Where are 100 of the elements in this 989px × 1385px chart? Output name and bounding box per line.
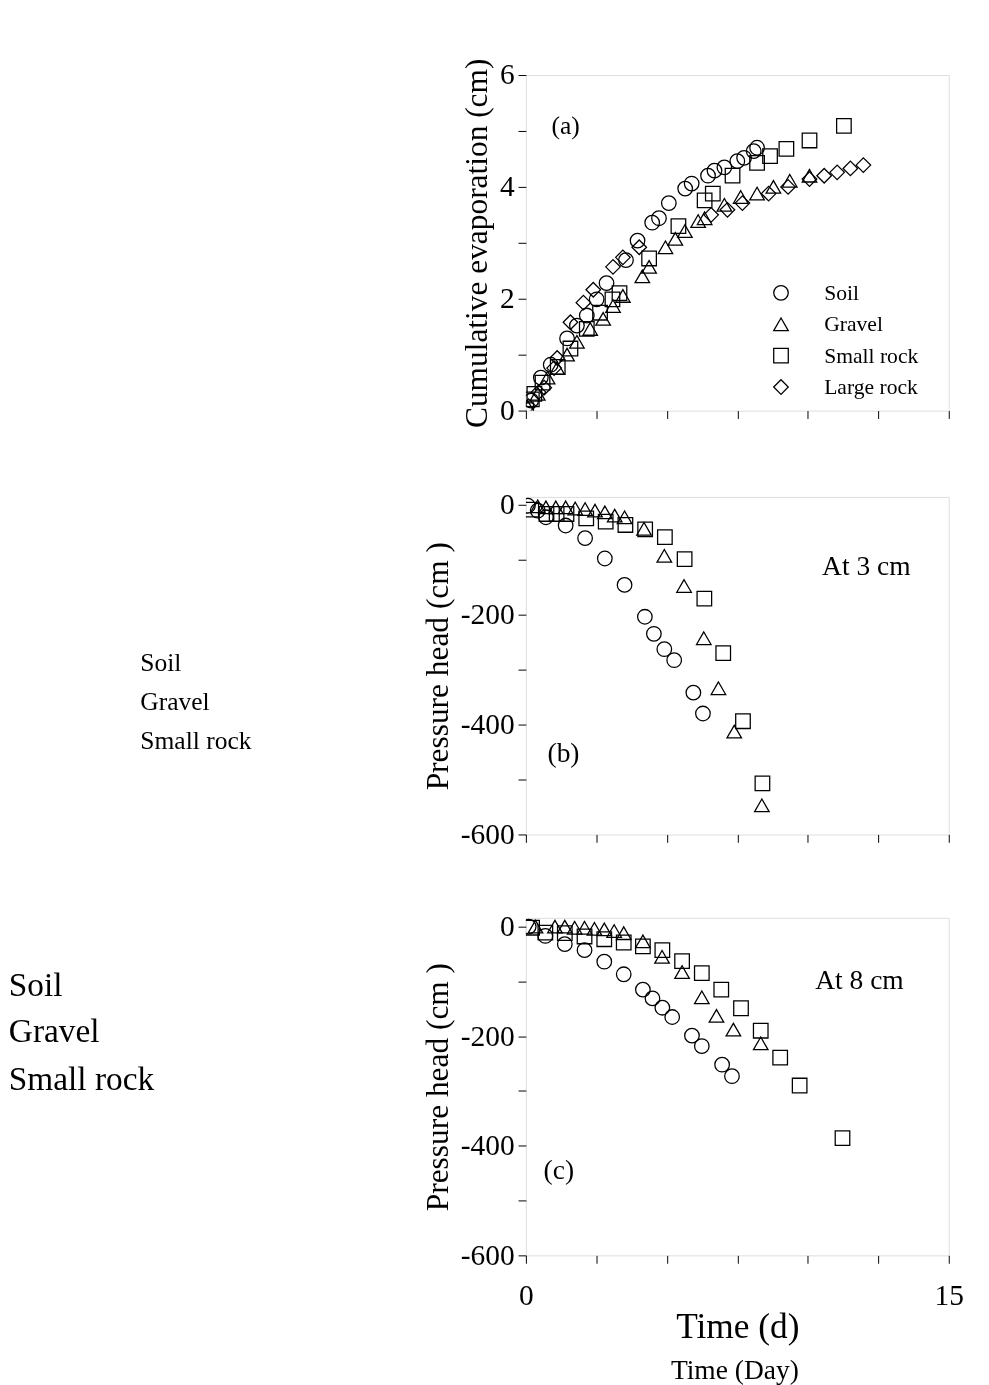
point — [704, 185, 721, 202]
point — [534, 374, 551, 391]
point — [585, 281, 602, 298]
point — [562, 314, 579, 331]
point — [710, 681, 727, 696]
point — [617, 517, 634, 533]
point — [651, 210, 667, 227]
point — [631, 239, 648, 256]
point — [578, 307, 595, 324]
point — [547, 919, 563, 934]
text: Gravel — [140, 686, 210, 716]
point — [549, 350, 566, 366]
x-axis-title: Time (d) — [676, 1307, 800, 1347]
point — [586, 921, 603, 936]
point — [537, 924, 554, 941]
point — [676, 551, 693, 567]
point — [576, 920, 593, 935]
point — [753, 798, 770, 813]
point — [577, 530, 594, 547]
point — [537, 928, 554, 944]
y-tick-label: -200 — [460, 597, 515, 630]
point — [695, 631, 712, 646]
point — [595, 311, 612, 326]
point — [752, 1036, 769, 1051]
point — [618, 252, 634, 269]
point — [606, 508, 623, 523]
legend-label: Large rock — [824, 374, 919, 399]
point — [615, 926, 632, 941]
point — [539, 370, 556, 385]
point — [558, 506, 575, 522]
point — [645, 625, 662, 642]
point — [592, 304, 608, 321]
point — [724, 1068, 740, 1085]
point — [656, 548, 673, 563]
point — [611, 285, 628, 302]
point — [575, 294, 592, 311]
point — [801, 132, 818, 149]
point — [556, 919, 573, 934]
y-tick-label: 2 — [499, 282, 515, 315]
point — [525, 501, 540, 518]
point — [557, 517, 574, 534]
point — [654, 949, 670, 964]
point — [714, 1056, 731, 1073]
point — [556, 936, 573, 953]
point — [749, 154, 765, 171]
point — [616, 510, 633, 525]
text: Soil — [140, 647, 182, 677]
point — [791, 1077, 808, 1094]
point — [684, 1027, 700, 1044]
point — [732, 190, 749, 204]
point — [656, 641, 673, 658]
point — [762, 148, 778, 165]
point — [713, 981, 730, 998]
point — [559, 330, 575, 347]
point — [596, 922, 613, 937]
point — [664, 1009, 681, 1025]
y-axis-title: Pressure head (cm ) — [419, 962, 455, 1212]
point — [605, 258, 621, 275]
y-axis-title: Pressure head (cm ) — [419, 542, 455, 791]
point — [538, 509, 554, 526]
text: Small rock — [140, 726, 252, 756]
point — [685, 684, 702, 701]
text: Gravel — [8, 1012, 100, 1050]
point — [606, 924, 623, 938]
point — [780, 178, 796, 195]
point — [641, 250, 658, 267]
point — [842, 160, 859, 177]
point — [582, 322, 599, 336]
annotation: (b) — [547, 737, 580, 768]
point — [781, 173, 798, 188]
point — [569, 334, 585, 349]
y-tick-label: -400 — [460, 707, 515, 740]
point — [693, 1038, 710, 1054]
point — [760, 185, 777, 202]
point — [532, 369, 549, 386]
point — [529, 499, 546, 514]
point — [548, 506, 565, 522]
annotation: At 3 cm — [822, 551, 911, 582]
point — [634, 269, 651, 284]
point — [693, 965, 710, 982]
point — [577, 502, 594, 516]
point — [696, 590, 713, 607]
point — [733, 1000, 749, 1017]
point — [834, 1130, 851, 1147]
point — [700, 167, 716, 184]
point — [719, 201, 736, 218]
point — [674, 953, 690, 970]
point — [734, 195, 751, 212]
y-axis-title: Cumulative evaporation (cm) — [459, 58, 495, 429]
point — [745, 143, 762, 160]
point — [596, 953, 613, 970]
point — [634, 938, 651, 955]
point — [754, 775, 771, 792]
point — [829, 164, 846, 181]
text: Time (Day) — [670, 1354, 799, 1385]
y-tick-label: 6 — [499, 58, 515, 91]
point — [556, 925, 573, 942]
point — [716, 159, 733, 176]
point — [654, 999, 671, 1016]
point — [703, 206, 720, 223]
